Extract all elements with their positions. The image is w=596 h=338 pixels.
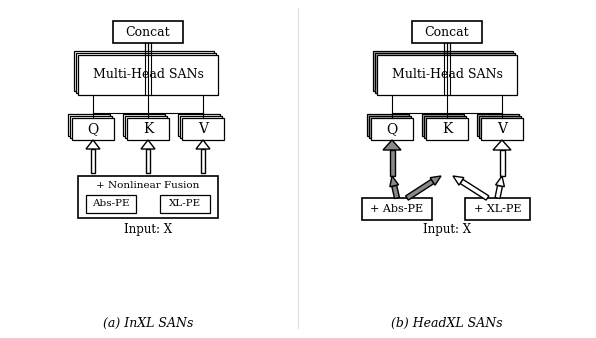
FancyBboxPatch shape: [146, 149, 150, 173]
FancyBboxPatch shape: [125, 116, 167, 138]
FancyBboxPatch shape: [362, 198, 432, 220]
Text: Multi-Head SANs: Multi-Head SANs: [92, 69, 203, 81]
FancyBboxPatch shape: [86, 195, 136, 213]
Polygon shape: [493, 140, 511, 150]
FancyBboxPatch shape: [178, 114, 220, 136]
Text: V: V: [198, 122, 208, 136]
Text: K: K: [442, 122, 452, 136]
Text: Q: Q: [386, 122, 398, 136]
FancyBboxPatch shape: [78, 176, 218, 218]
FancyBboxPatch shape: [72, 118, 114, 140]
Text: Concat: Concat: [425, 25, 469, 39]
FancyBboxPatch shape: [180, 116, 222, 138]
Polygon shape: [495, 185, 502, 198]
FancyBboxPatch shape: [78, 55, 218, 95]
FancyBboxPatch shape: [123, 114, 165, 136]
Text: Q: Q: [88, 122, 98, 136]
FancyBboxPatch shape: [113, 21, 183, 43]
Polygon shape: [383, 140, 401, 150]
Polygon shape: [430, 176, 441, 185]
FancyBboxPatch shape: [412, 21, 482, 43]
Polygon shape: [460, 179, 489, 200]
FancyBboxPatch shape: [390, 150, 395, 176]
Polygon shape: [406, 179, 434, 200]
Text: Input: X: Input: X: [124, 223, 172, 237]
Text: + Abs-PE: + Abs-PE: [371, 204, 424, 214]
Polygon shape: [86, 140, 100, 149]
FancyBboxPatch shape: [377, 55, 517, 95]
Text: (b) HeadXL SANs: (b) HeadXL SANs: [391, 316, 503, 330]
FancyBboxPatch shape: [375, 53, 515, 93]
Polygon shape: [141, 140, 155, 149]
Polygon shape: [453, 176, 464, 185]
FancyBboxPatch shape: [160, 195, 210, 213]
FancyBboxPatch shape: [371, 118, 413, 140]
FancyBboxPatch shape: [70, 116, 112, 138]
FancyBboxPatch shape: [91, 149, 95, 173]
Polygon shape: [390, 176, 399, 187]
FancyBboxPatch shape: [76, 53, 216, 93]
Text: Concat: Concat: [126, 25, 170, 39]
Text: Abs-PE: Abs-PE: [92, 199, 130, 209]
Text: XL-PE: XL-PE: [169, 199, 201, 209]
FancyBboxPatch shape: [481, 118, 523, 140]
FancyBboxPatch shape: [426, 118, 468, 140]
Polygon shape: [196, 140, 210, 149]
FancyBboxPatch shape: [499, 150, 504, 176]
FancyBboxPatch shape: [367, 114, 409, 136]
FancyBboxPatch shape: [373, 51, 513, 91]
Text: + Nonlinear Fusion: + Nonlinear Fusion: [97, 182, 200, 191]
FancyBboxPatch shape: [68, 114, 110, 136]
Text: (a) InXL SANs: (a) InXL SANs: [103, 316, 193, 330]
FancyBboxPatch shape: [479, 116, 521, 138]
FancyBboxPatch shape: [465, 198, 530, 220]
Text: V: V: [497, 122, 507, 136]
Text: Multi-Head SANs: Multi-Head SANs: [392, 69, 502, 81]
Polygon shape: [496, 176, 504, 187]
FancyBboxPatch shape: [424, 116, 466, 138]
FancyBboxPatch shape: [127, 118, 169, 140]
FancyBboxPatch shape: [422, 114, 464, 136]
FancyBboxPatch shape: [201, 149, 205, 173]
FancyBboxPatch shape: [477, 114, 519, 136]
Text: K: K: [143, 122, 153, 136]
Text: + XL-PE: + XL-PE: [474, 204, 522, 214]
FancyBboxPatch shape: [369, 116, 411, 138]
Polygon shape: [392, 185, 399, 198]
Text: Input: X: Input: X: [423, 223, 471, 237]
FancyBboxPatch shape: [74, 51, 214, 91]
FancyBboxPatch shape: [182, 118, 224, 140]
